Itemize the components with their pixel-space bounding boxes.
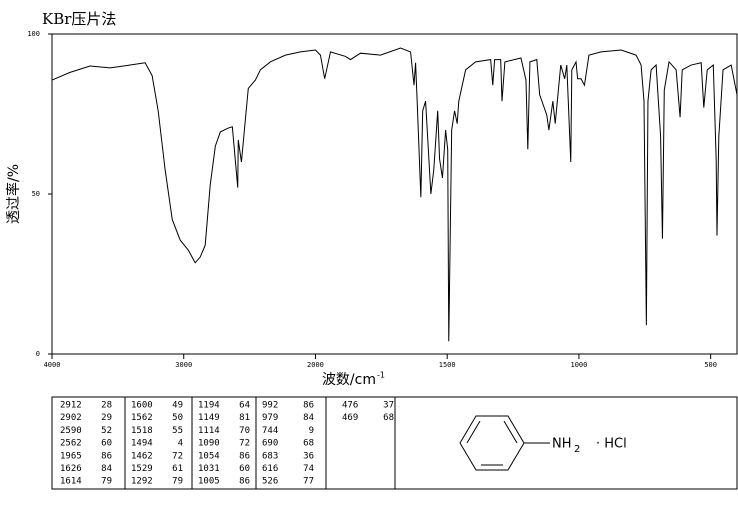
peak-transmittance: 68 bbox=[383, 413, 394, 423]
x-axis-label: 波数/cm bbox=[322, 372, 376, 388]
x-tick-label: 2000 bbox=[307, 361, 324, 369]
peak-transmittance: 4 bbox=[178, 439, 183, 449]
peak-transmittance: 70 bbox=[239, 426, 250, 436]
peak-transmittance: 64 bbox=[239, 401, 250, 411]
peak-wavenumber: 2590 bbox=[60, 426, 82, 436]
structure-salt: · HCl bbox=[596, 437, 627, 452]
peak-wavenumber: 1518 bbox=[131, 426, 153, 436]
peak-wavenumber: 683 bbox=[262, 451, 278, 461]
peak-transmittance: 86 bbox=[239, 451, 250, 461]
peak-wavenumber: 1626 bbox=[60, 464, 82, 474]
peak-wavenumber: 690 bbox=[262, 439, 278, 449]
peak-wavenumber: 1054 bbox=[198, 451, 220, 461]
peak-wavenumber: 979 bbox=[262, 413, 278, 423]
peak-wavenumber: 1114 bbox=[198, 426, 220, 436]
peak-transmittance: 79 bbox=[172, 477, 183, 487]
peak-wavenumber: 469 bbox=[342, 413, 358, 423]
peak-transmittance: 36 bbox=[303, 451, 314, 461]
x-tick-label: 500 bbox=[704, 361, 717, 369]
structure-group: NH bbox=[552, 437, 572, 452]
peak-transmittance: 29 bbox=[101, 413, 112, 423]
peak-wavenumber: 1292 bbox=[131, 477, 153, 487]
table-dividers bbox=[124, 397, 396, 489]
peak-transmittance: 86 bbox=[239, 477, 250, 487]
peak-wavenumber: 1562 bbox=[131, 413, 153, 423]
peak-wavenumber: 1614 bbox=[60, 477, 82, 487]
chart-title: KBr压片法 bbox=[42, 10, 116, 28]
peak-transmittance: 37 bbox=[383, 401, 394, 411]
x-tick-label: 3000 bbox=[175, 361, 192, 369]
peak-transmittance: 72 bbox=[239, 439, 250, 449]
y-tick-label: 100 bbox=[27, 30, 40, 38]
peak-transmittance: 72 bbox=[172, 451, 183, 461]
peak-transmittance: 55 bbox=[172, 426, 183, 436]
peak-transmittance: 61 bbox=[172, 464, 183, 474]
peak-transmittance: 49 bbox=[172, 401, 183, 411]
peak-wavenumber: 1494 bbox=[131, 439, 153, 449]
peak-wavenumber: 2562 bbox=[60, 439, 82, 449]
structure-subscript: 2 bbox=[574, 444, 580, 455]
y-axis-label: 透过率/% bbox=[5, 164, 22, 224]
peak-wavenumber: 1149 bbox=[198, 413, 220, 423]
x-axis-label-superscript: -1 bbox=[377, 371, 385, 380]
peak-transmittance: 28 bbox=[101, 401, 112, 411]
x-tick-label: 1000 bbox=[570, 361, 587, 369]
benzene-ring bbox=[459, 415, 550, 471]
peak-transmittance: 9 bbox=[309, 426, 314, 436]
peak-wavenumber: 2902 bbox=[60, 413, 82, 423]
peak-wavenumber: 1600 bbox=[131, 401, 153, 411]
peak-wavenumber: 616 bbox=[262, 464, 278, 474]
peak-wavenumber: 744 bbox=[262, 426, 278, 436]
peak-wavenumber: 476 bbox=[342, 401, 358, 411]
peak-wavenumber: 1462 bbox=[131, 451, 153, 461]
peak-wavenumber: 1529 bbox=[131, 464, 153, 474]
peak-wavenumber: 526 bbox=[262, 477, 278, 487]
peak-transmittance: 86 bbox=[101, 451, 112, 461]
peak-transmittance: 81 bbox=[239, 413, 250, 423]
peak-transmittance: 60 bbox=[101, 439, 112, 449]
peak-transmittance: 79 bbox=[101, 477, 112, 487]
x-tick-label: 1500 bbox=[439, 361, 456, 369]
peak-transmittance: 50 bbox=[172, 413, 183, 423]
peak-wavenumber: 1090 bbox=[198, 439, 220, 449]
plot-frame bbox=[51, 33, 738, 355]
y-tick-label: 0 bbox=[36, 350, 40, 358]
peak-transmittance: 60 bbox=[239, 464, 250, 474]
x-tick-label: 4000 bbox=[44, 361, 61, 369]
peak-transmittance: 68 bbox=[303, 439, 314, 449]
peak-wavenumber: 1005 bbox=[198, 477, 220, 487]
peak-transmittance: 84 bbox=[101, 464, 112, 474]
peak-transmittance: 77 bbox=[303, 477, 314, 487]
peak-wavenumber: 1194 bbox=[198, 401, 220, 411]
y-tick-label: 50 bbox=[32, 190, 40, 198]
peak-wavenumber: 1965 bbox=[60, 451, 82, 461]
peak-transmittance: 74 bbox=[303, 464, 314, 474]
peak-transmittance: 52 bbox=[101, 426, 112, 436]
peak-wavenumber: 1031 bbox=[198, 464, 220, 474]
peak-wavenumber: 2912 bbox=[60, 401, 82, 411]
peak-wavenumber: 992 bbox=[262, 401, 278, 411]
spectrum-line bbox=[51, 47, 738, 342]
peak-transmittance: 84 bbox=[303, 413, 314, 423]
peak-transmittance: 86 bbox=[303, 401, 314, 411]
